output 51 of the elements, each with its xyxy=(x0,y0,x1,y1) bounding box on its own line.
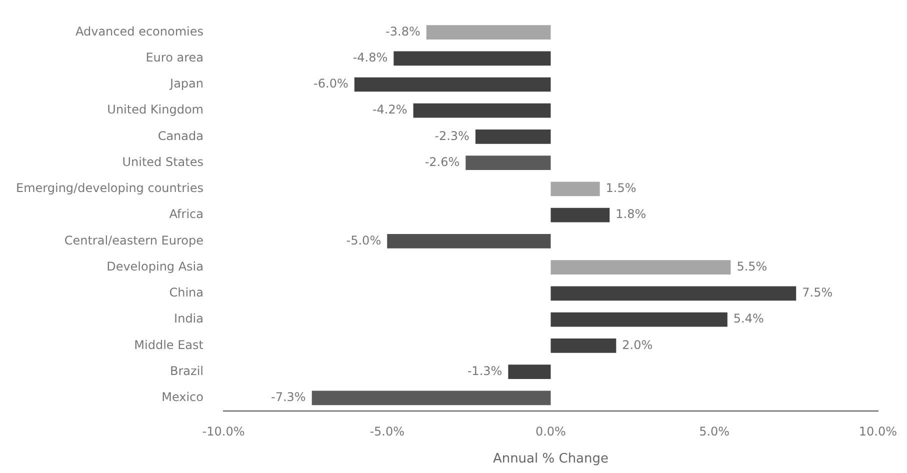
bar xyxy=(466,156,551,170)
y-tick-label: India xyxy=(174,312,204,326)
y-tick-label: Developing Asia xyxy=(106,259,204,274)
bar xyxy=(475,130,551,144)
bar xyxy=(413,103,551,118)
y-tick-label: United States xyxy=(122,154,204,169)
y-tick-label: Emerging/developing countries xyxy=(16,181,204,196)
data-label: 1.5% xyxy=(606,181,636,196)
y-tick-label: Advanced economies xyxy=(75,24,204,38)
x-tick-label: -5.0% xyxy=(370,424,405,438)
y-tick-label: Brazil xyxy=(170,364,204,378)
bar xyxy=(387,234,551,248)
y-tick-label: Euro area xyxy=(146,50,204,65)
bar xyxy=(354,77,551,92)
data-label: -6.0% xyxy=(314,76,348,91)
data-label: -7.3% xyxy=(271,390,306,404)
data-label: -4.8% xyxy=(352,50,388,65)
data-label: -4.2% xyxy=(372,102,408,117)
data-label: -1.3% xyxy=(467,364,502,378)
data-label: 1.8% xyxy=(616,207,646,222)
y-tick-label: United Kingdom xyxy=(107,102,204,117)
bar xyxy=(508,364,551,380)
x-tick-label: 10.0% xyxy=(858,424,897,438)
bar xyxy=(550,286,796,301)
data-label: 5.4% xyxy=(733,312,764,326)
y-tick-label: Africa xyxy=(169,207,204,222)
x-tick-label: 5.0% xyxy=(699,424,730,438)
y-tick-label: Middle East xyxy=(134,338,204,352)
x-tick-label: 0.0% xyxy=(535,424,566,438)
data-label: -2.6% xyxy=(424,154,460,169)
data-label: -5.0% xyxy=(346,233,382,248)
bar xyxy=(426,25,551,40)
y-tick-label: Mexico xyxy=(162,390,204,404)
bar xyxy=(550,182,600,196)
y-tick-label: Japan xyxy=(169,76,204,91)
bar xyxy=(312,390,551,406)
x-axis-title: Annual % Change xyxy=(492,452,609,467)
data-label: 7.5% xyxy=(802,286,833,300)
bar xyxy=(550,208,610,222)
y-tick-label: Central/eastern Europe xyxy=(64,233,204,248)
data-label: -2.3% xyxy=(434,128,470,143)
bar xyxy=(550,260,731,275)
data-label: 2.0% xyxy=(622,338,653,352)
bar xyxy=(394,51,551,66)
y-tick-label: China xyxy=(169,286,204,300)
bar xyxy=(550,312,728,327)
data-label: -3.8% xyxy=(386,24,420,38)
y-tick-label: Canada xyxy=(158,128,204,143)
x-tick-label: -10.0% xyxy=(202,424,245,438)
data-label: 5.5% xyxy=(736,259,768,274)
bar xyxy=(550,338,616,353)
